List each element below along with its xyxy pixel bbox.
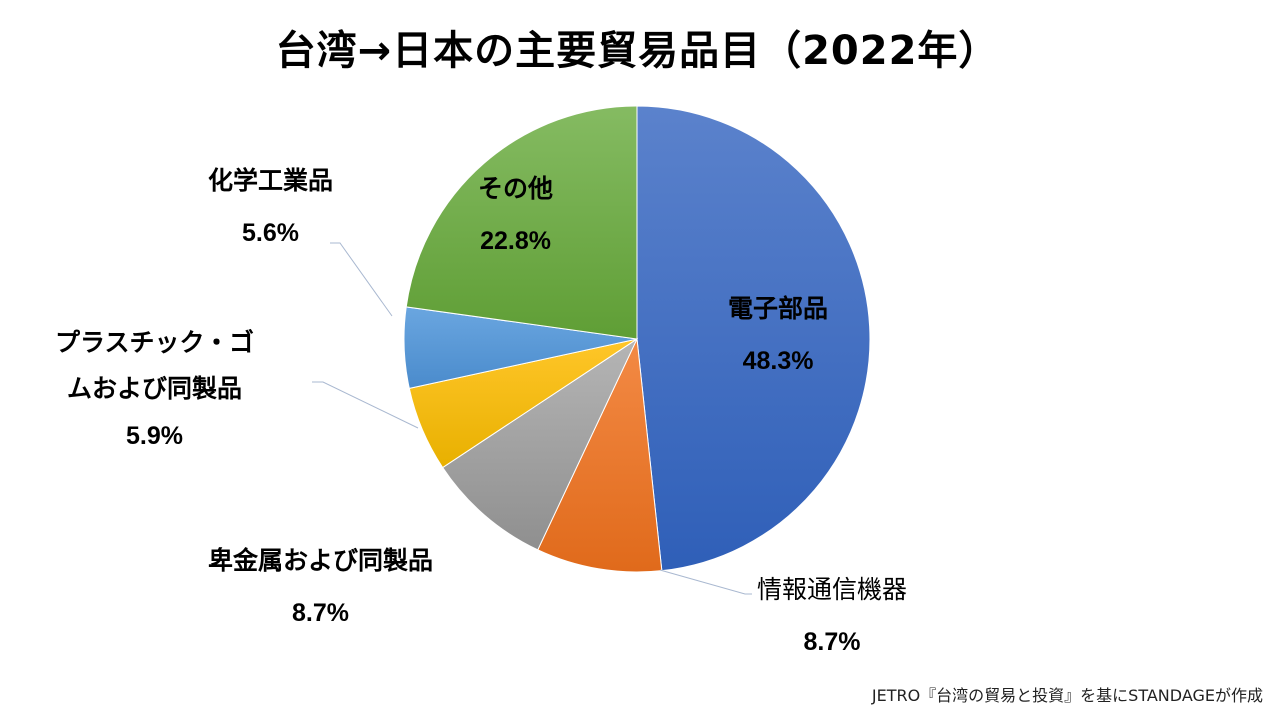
label-other: その他 22.8% <box>478 174 554 255</box>
leader-line-ict <box>659 569 752 595</box>
slice-ict-equipment <box>537 337 663 573</box>
leader-line-chemical <box>330 242 393 317</box>
slice-base-metals <box>441 337 639 551</box>
slice-other <box>405 105 638 340</box>
leader-line-plastic <box>312 381 419 429</box>
label-base-metals: 卑金属および同製品 8.7% <box>208 546 434 627</box>
label-plastic-rubber: プラスチック・ゴ ムおよび同製品 5.9% <box>55 328 255 450</box>
leader-lines <box>312 242 752 595</box>
slice-electronic-parts <box>636 105 871 572</box>
source-note: JETRO『台湾の貿易と投資』を基にSTANDAGEが作成 <box>871 686 1263 705</box>
chart-title: 台湾→日本の主要貿易品目（2022年） <box>275 28 1000 74</box>
label-ict-equipment: 情報通信機器 8.7% <box>757 575 908 656</box>
label-electronic-parts: 電子部品 48.3% <box>728 294 829 375</box>
label-chemical: 化学工業品 5.6% <box>208 166 334 247</box>
